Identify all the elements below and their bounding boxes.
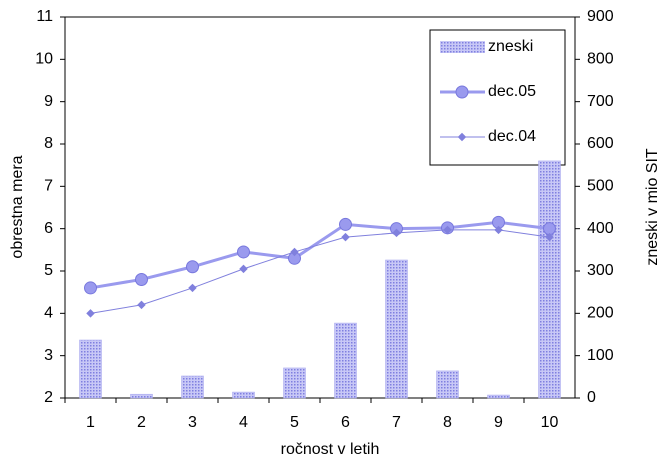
x-tick-label: 5 bbox=[290, 414, 299, 431]
y2-tick-label: 0 bbox=[587, 389, 596, 406]
bar bbox=[385, 259, 408, 399]
y-tick-label: 6 bbox=[44, 220, 53, 237]
bar bbox=[334, 322, 357, 399]
marker bbox=[135, 272, 148, 286]
x-tick-label: 6 bbox=[341, 414, 350, 431]
y2-tick-label: 600 bbox=[587, 135, 614, 152]
y2-tick-label: 700 bbox=[587, 93, 614, 110]
bar bbox=[538, 160, 561, 399]
legend-label: dec.04 bbox=[488, 128, 536, 145]
marker bbox=[443, 225, 452, 235]
marker bbox=[239, 264, 248, 274]
legend-label: dec.05 bbox=[488, 83, 536, 100]
y2-axis-label: zneski v mio SIT bbox=[644, 148, 661, 266]
marker bbox=[392, 228, 401, 238]
x-tick-label: 10 bbox=[541, 414, 559, 431]
y-tick-label: 10 bbox=[35, 51, 53, 68]
y2-tick-label: 500 bbox=[587, 178, 614, 195]
legend-marker bbox=[457, 132, 467, 142]
x-tick-label: 1 bbox=[86, 414, 95, 431]
bar bbox=[283, 367, 306, 399]
legend-label: zneski bbox=[488, 38, 533, 55]
marker bbox=[86, 309, 95, 318]
marker bbox=[188, 283, 197, 293]
x-tick-label: 8 bbox=[443, 414, 452, 431]
y-tick-label: 3 bbox=[44, 347, 53, 364]
y-tick-label: 11 bbox=[36, 8, 53, 25]
x-tick-label: 4 bbox=[239, 414, 248, 431]
marker bbox=[237, 245, 250, 259]
y-tick-label: 4 bbox=[44, 305, 53, 322]
x-axis-label: ročnost v letih bbox=[281, 441, 380, 458]
bar bbox=[436, 370, 459, 399]
y2-tick-label: 300 bbox=[587, 262, 614, 279]
y-tick-label: 2 bbox=[44, 389, 53, 406]
line bbox=[90, 220, 550, 290]
y2-tick-label: 100 bbox=[587, 347, 614, 364]
legend-marker bbox=[455, 85, 469, 99]
marker bbox=[341, 232, 350, 242]
y2-tick-label: 400 bbox=[587, 220, 614, 237]
bar bbox=[487, 394, 510, 399]
bar bbox=[181, 375, 204, 399]
x-tick-label: 3 bbox=[188, 414, 197, 431]
y-tick-label: 8 bbox=[44, 135, 53, 152]
x-tick-label: 7 bbox=[392, 414, 401, 431]
marker bbox=[137, 300, 146, 310]
marker bbox=[494, 225, 503, 235]
bar bbox=[130, 393, 153, 399]
marker bbox=[84, 281, 97, 295]
marker bbox=[186, 260, 199, 274]
x-tick-label: 9 bbox=[494, 414, 503, 431]
marker bbox=[290, 247, 299, 257]
bar bbox=[79, 339, 102, 399]
y-tick-label: 9 bbox=[44, 93, 53, 110]
marker bbox=[339, 217, 352, 231]
y-axis-label: obrestna mera bbox=[9, 155, 26, 258]
y-tick-label: 5 bbox=[44, 262, 53, 279]
y2-tick-label: 200 bbox=[587, 305, 614, 322]
y-tick-label: 7 bbox=[44, 178, 53, 195]
y2-tick-label: 900 bbox=[587, 8, 614, 25]
x-tick-label: 2 bbox=[137, 414, 146, 431]
bar bbox=[232, 391, 255, 399]
legend-swatch bbox=[440, 41, 485, 53]
y2-tick-label: 800 bbox=[587, 51, 614, 68]
marker bbox=[543, 222, 556, 236]
line bbox=[90, 229, 550, 314]
